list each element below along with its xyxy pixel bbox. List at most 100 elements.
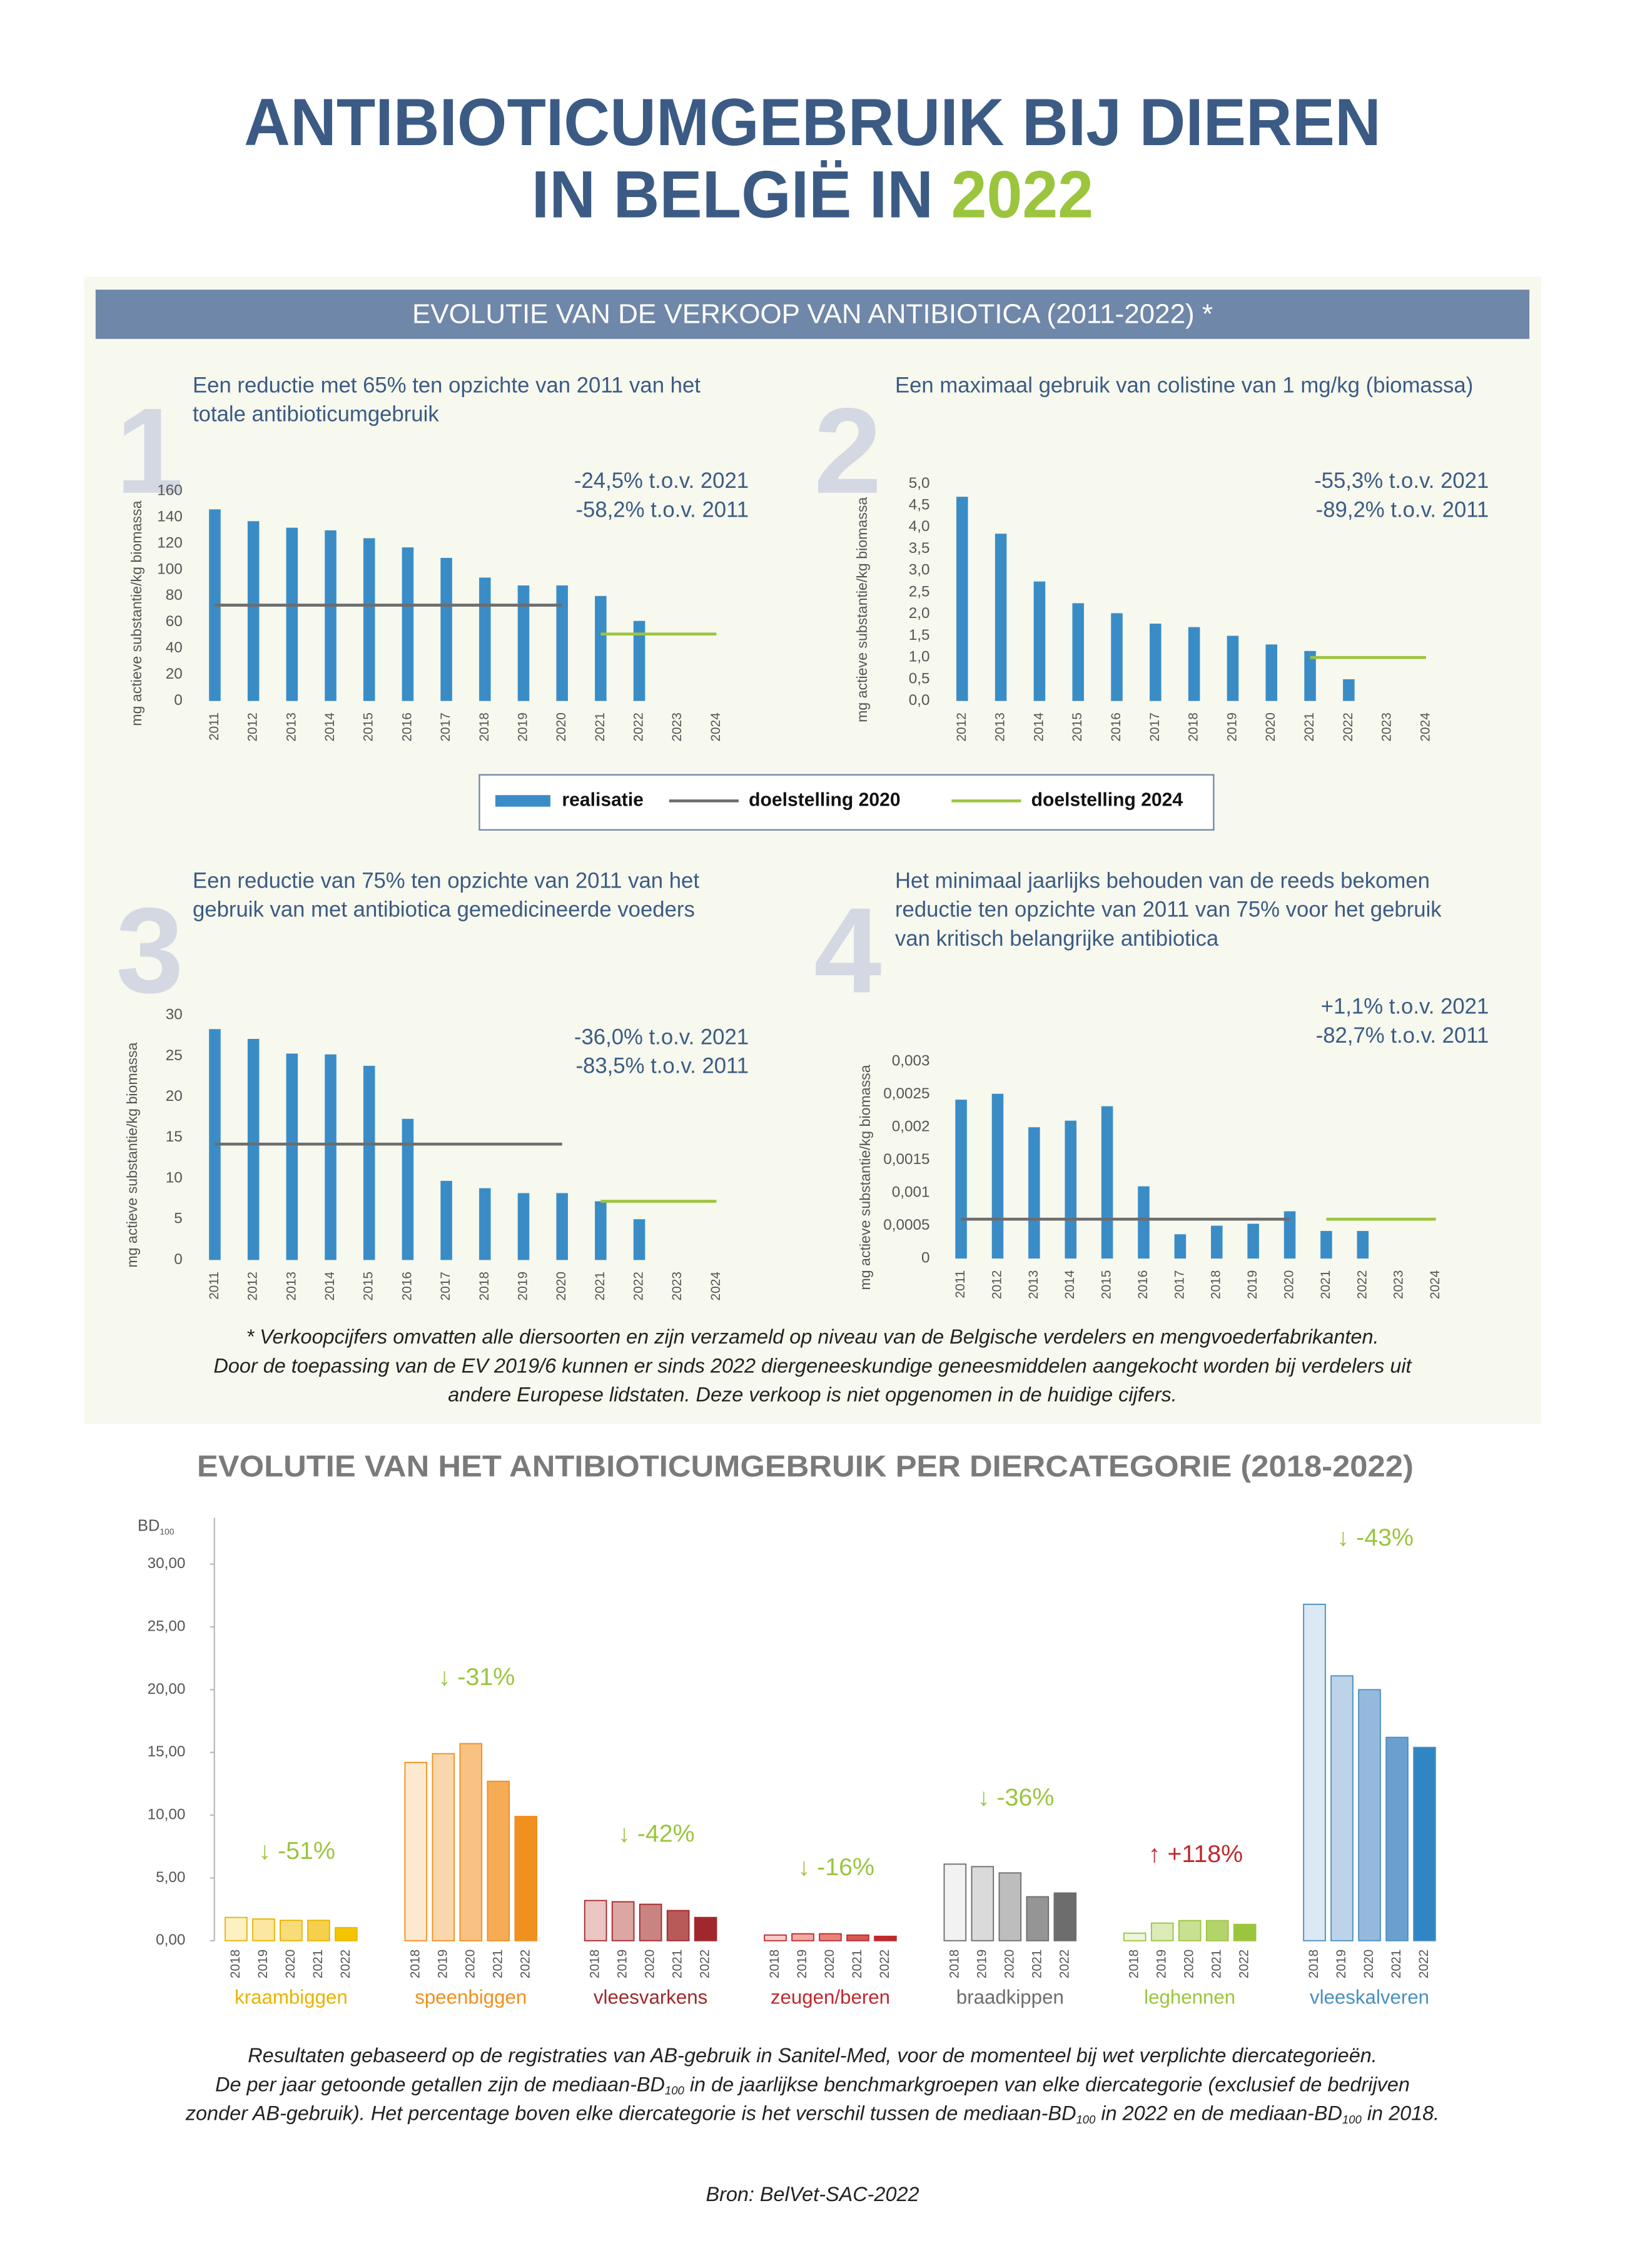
y-tick-label: 80 [166, 587, 183, 604]
x-tick-label: 2016 [400, 1272, 414, 1300]
x-tick-label: 2023 [670, 712, 684, 741]
group-label: vleesvarkens [594, 1987, 707, 2008]
x-tick-label: 2014 [1031, 712, 1046, 741]
bar [1123, 1932, 1147, 1941]
x-tick-label: 2018 [408, 1950, 422, 1978]
group-label: kraambiggen [235, 1987, 348, 2008]
y-tick-label: 0,5 [909, 670, 930, 687]
panel-number: 1 [116, 383, 183, 519]
legend-label: doelstelling 2020 [749, 789, 901, 810]
y-tick-label: 0,001 [892, 1184, 930, 1201]
bar [363, 1066, 375, 1260]
bar [694, 1916, 717, 1941]
x-tick-label: 2021 [1210, 1950, 1224, 1978]
y-tick-label: 0,00 [156, 1931, 185, 1948]
change-label: ↓ -51% [258, 1837, 335, 1865]
x-tick-label: 2012 [246, 712, 260, 741]
bar [874, 1935, 897, 1941]
bar [955, 1100, 967, 1259]
bar [1303, 1603, 1326, 1941]
y-tick-label: 20 [166, 1088, 183, 1105]
section-header [95, 290, 1530, 339]
bar [1026, 1896, 1050, 1941]
bar [402, 547, 414, 701]
x-tick-label: 2022 [1355, 1270, 1369, 1299]
bar [1101, 1106, 1113, 1259]
footnote-text: in 2018. [1362, 2102, 1439, 2124]
x-tick-label: 2022 [1341, 712, 1355, 741]
x-tick-label: 2021 [311, 1950, 325, 1978]
change-label: ↓ -42% [618, 1820, 695, 1848]
x-tick-label: 2017 [438, 1272, 453, 1300]
x-tick-label: 2017 [1172, 1270, 1187, 1299]
y-tick-label: 15 [166, 1128, 183, 1145]
x-tick-label: 2011 [953, 1270, 968, 1299]
panel-number: 2 [814, 383, 881, 519]
x-tick-label: 2022 [878, 1950, 892, 1978]
y-tick-label: 0,002 [892, 1118, 930, 1135]
bar [791, 1933, 814, 1941]
panel-text: Een reductie van 75% ten opzichte van 20… [193, 869, 699, 893]
x-tick-label: 2019 [256, 1950, 270, 1978]
x-tick-label: 2018 [1307, 1950, 1321, 1978]
footnote-text: in 2022 en de mediaan-BD [1095, 2102, 1342, 2124]
y-tick-label: 0 [174, 692, 183, 709]
bar [1028, 1127, 1040, 1259]
bar [1385, 1736, 1409, 1941]
panel-text: Een reductie met 65% ten opzichte van 20… [193, 373, 701, 397]
y-tick-label: 15,00 [148, 1743, 186, 1760]
bar [1283, 1211, 1296, 1259]
x-tick-label: 2020 [554, 712, 569, 741]
y-tick-label: 0 [174, 1251, 183, 1268]
x-tick-label: 2021 [1302, 712, 1317, 741]
annotation: -83,5% t.o.v. 2011 [575, 1055, 749, 1078]
bar [1265, 644, 1277, 701]
footnote-line: Door de toepassing van de EV 2019/6 kunn… [213, 1354, 1412, 1377]
bar [819, 1933, 842, 1941]
x-tick-label: 2016 [1109, 712, 1123, 741]
x-tick-label: 2023 [670, 1272, 684, 1300]
footnote-text: De per jaar getoonde getallen zijn de me… [215, 2073, 665, 2095]
y-tick-label: 4,5 [909, 497, 930, 514]
footnote-line: Resultaten gebaseerd op de registraties … [248, 2044, 1377, 2067]
bar [363, 538, 375, 701]
annotation: -55,3% t.o.v. 2021 [1314, 469, 1489, 493]
bar [286, 527, 298, 701]
x-tick-label: 2022 [1237, 1950, 1252, 1978]
y-tick-label: 3,0 [909, 562, 930, 579]
group-label: vleeskalveren [1310, 1987, 1429, 2008]
bar [1330, 1675, 1354, 1941]
bar [1304, 651, 1316, 701]
x-tick-label: 2020 [1182, 1950, 1197, 1978]
y-axis-label-text: BD [138, 1517, 159, 1534]
footnote-line: De per jaar getoonde getallen zijn de me… [215, 2073, 1410, 2097]
x-tick-label: 2019 [1334, 1950, 1349, 1978]
footnote-text: Resultaten gebaseerd op de registraties … [248, 2044, 1377, 2067]
x-tick-label: 2014 [1063, 1270, 1077, 1299]
footnote-line: * Verkoopcijfers omvatten alle diersoort… [246, 1325, 1379, 1348]
x-tick-label: 2020 [643, 1950, 657, 1978]
bar [1233, 1923, 1257, 1941]
x-tick-label: 2020 [463, 1950, 477, 1978]
y-tick-label: 1,0 [909, 649, 930, 666]
x-tick-label: 2012 [990, 1270, 1004, 1299]
x-tick-label: 2019 [515, 1272, 530, 1300]
y-axis-label: mg actieve substantie/kg biomassa [124, 1042, 140, 1267]
y-tick-label: 30,00 [148, 1555, 186, 1572]
bar [633, 1219, 645, 1260]
main-title: ANTIBIOTICUMGEBRUIK BIJ DIEREN [244, 85, 1381, 159]
bar [1174, 1234, 1187, 1259]
x-tick-label: 2018 [1127, 1950, 1142, 1978]
x-tick-label: 2013 [284, 712, 298, 741]
group-label: leghennen [1144, 1987, 1235, 2008]
y-tick-label: 5,0 [909, 475, 930, 492]
x-tick-label: 2017 [438, 712, 453, 741]
bar [1072, 603, 1084, 701]
y-tick-label: 25,00 [148, 1617, 186, 1634]
y-tick-label: 60 [166, 613, 183, 630]
x-tick-label: 2022 [518, 1950, 532, 1978]
bar [325, 530, 337, 701]
legend-box [478, 774, 1215, 831]
main-title-2: IN BELGIË IN 2022 [532, 158, 1093, 232]
change-label: ↓ -36% [978, 1783, 1055, 1811]
